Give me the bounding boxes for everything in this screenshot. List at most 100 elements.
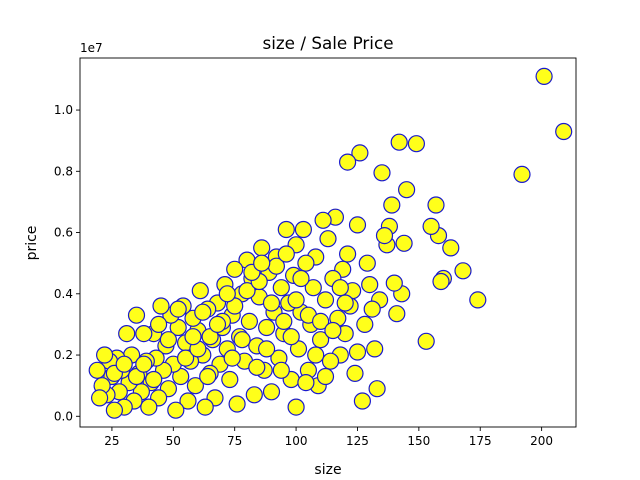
data-point (275, 312, 293, 330)
data-point (422, 217, 440, 235)
data-point (258, 340, 276, 358)
data-point (95, 346, 114, 364)
data-point (233, 331, 251, 349)
plot-frame (79, 57, 577, 428)
data-point (277, 220, 295, 239)
data-point (240, 312, 258, 330)
data-point (152, 297, 170, 315)
x-tick-label: 75 (227, 434, 242, 448)
data-point (368, 380, 386, 398)
y-tick-label: 0.4 (54, 287, 73, 301)
data-point (321, 352, 340, 370)
data-point (277, 245, 295, 263)
data-point (395, 234, 413, 252)
data-point (258, 318, 276, 337)
y-axis-ticks: 0.0 0.2 0.4 0.6 0.8 1.0 (54, 103, 80, 423)
data-point (390, 133, 408, 151)
chart-title: size / Sale Price (262, 33, 393, 53)
data-point (167, 401, 185, 419)
data-point (223, 349, 241, 367)
data-point (398, 181, 416, 199)
x-axis-ticks: 25 50 75 100 125 150 175 200 (104, 427, 553, 448)
data-point (253, 254, 271, 272)
data-point (159, 331, 177, 349)
data-point (417, 332, 435, 350)
data-point (208, 315, 227, 333)
data-point (535, 67, 553, 86)
data-point (316, 291, 335, 309)
data-point (218, 285, 236, 303)
data-point (196, 398, 214, 416)
data-point (339, 245, 357, 263)
data-point (294, 220, 312, 239)
data-point (145, 370, 163, 389)
data-point (555, 122, 573, 141)
data-point (191, 282, 209, 300)
data-point (287, 291, 305, 309)
data-point (262, 383, 281, 401)
data-point (135, 355, 153, 373)
data-point (186, 377, 204, 395)
data-point (469, 291, 487, 309)
data-point (307, 346, 325, 364)
data-point (127, 306, 146, 324)
x-tick-label: 150 (407, 434, 430, 448)
x-axis-label: size (314, 462, 341, 478)
data-point (272, 279, 290, 297)
data-point (454, 262, 472, 280)
x-tick-label: 25 (104, 434, 119, 448)
data-point (253, 239, 271, 257)
data-point (331, 279, 349, 297)
data-point (90, 389, 109, 407)
data-point (226, 260, 244, 278)
data-point (356, 315, 374, 333)
data-point (194, 303, 212, 321)
data-point (140, 398, 158, 416)
data-point (373, 164, 391, 182)
data-point (105, 401, 124, 419)
data-point (319, 230, 337, 248)
data-point (287, 398, 305, 416)
y-tick-label: 0.2 (54, 348, 73, 362)
data-point (179, 392, 197, 410)
x-tick-label: 100 (285, 434, 308, 448)
y-axis-label: price (24, 226, 40, 261)
data-point (442, 239, 460, 257)
data-point (348, 216, 367, 234)
data-point (228, 395, 246, 413)
data-point (292, 269, 310, 288)
y-tick-label: 0.8 (54, 164, 73, 178)
data-point (375, 227, 394, 245)
x-tick-label: 50 (166, 434, 181, 448)
data-point (336, 294, 354, 312)
data-point (361, 276, 379, 294)
data-point (363, 300, 381, 318)
y-offset-label: 1e7 (80, 41, 103, 55)
data-point (513, 165, 531, 183)
data-point (388, 305, 406, 323)
data-point (248, 358, 266, 376)
data-point (432, 272, 450, 291)
data-point (351, 144, 369, 162)
y-tick-label: 1.0 (54, 103, 73, 117)
data-point (314, 211, 332, 229)
data-point (385, 274, 403, 292)
data-point (358, 254, 376, 272)
data-point (353, 392, 371, 410)
y-tick-label: 0.0 (54, 409, 73, 423)
y-tick-label: 0.6 (54, 226, 73, 240)
data-point (238, 282, 256, 300)
data-point (383, 196, 401, 214)
data-point (297, 374, 315, 392)
data-point (135, 325, 153, 343)
data-point (348, 343, 367, 361)
data-point (245, 386, 263, 404)
data-point (407, 135, 425, 153)
data-point (282, 328, 300, 346)
data-point (150, 315, 168, 333)
data-point (177, 349, 195, 367)
x-tick-label: 125 (346, 434, 369, 448)
data-point (312, 312, 330, 330)
data-point (316, 367, 335, 386)
